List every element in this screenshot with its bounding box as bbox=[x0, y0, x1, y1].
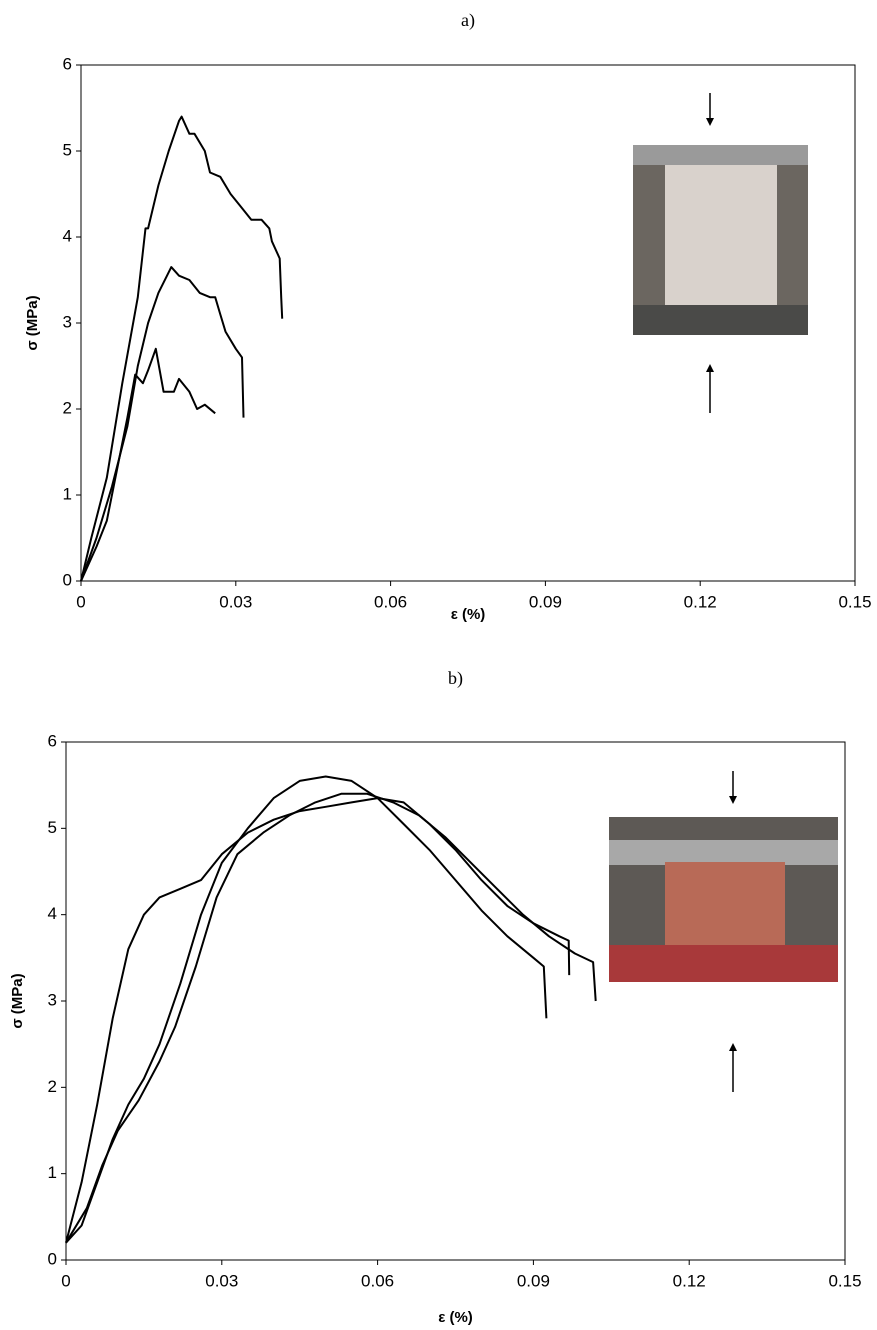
y-axis-label: σ (MPa) bbox=[24, 295, 41, 350]
data-line bbox=[65, 792, 597, 1244]
y-axis-label: σ (MPa) bbox=[9, 973, 26, 1028]
x-tick-label: 0.12 bbox=[673, 1271, 706, 1290]
chart-title: b) bbox=[448, 668, 463, 689]
y-tick-label: 1 bbox=[48, 1163, 57, 1182]
x-tick-label: 0.06 bbox=[374, 592, 407, 611]
x-tick-label: 0.03 bbox=[219, 592, 252, 611]
x-axis-label: ε (%) bbox=[451, 606, 486, 623]
x-tick-label: 0.03 bbox=[205, 1271, 238, 1290]
y-tick-label: 5 bbox=[63, 140, 72, 159]
y-tick-label: 0 bbox=[48, 1249, 57, 1268]
photo-b bbox=[609, 771, 838, 1092]
data-line bbox=[65, 797, 571, 1243]
photo-a bbox=[633, 93, 808, 413]
x-tick-label: 0.09 bbox=[517, 1271, 550, 1290]
x-tick-label: 0.15 bbox=[838, 592, 871, 611]
y-tick-label: 6 bbox=[63, 54, 72, 73]
y-tick-label: 1 bbox=[63, 484, 72, 503]
x-tick-label: 0 bbox=[76, 592, 85, 611]
data-line bbox=[80, 115, 284, 582]
x-tick-label: 0.15 bbox=[828, 1271, 861, 1290]
x-tick-label: 0.12 bbox=[684, 592, 717, 611]
data-line bbox=[80, 266, 245, 582]
x-axis-label: ε (%) bbox=[438, 1309, 473, 1326]
y-tick-label: 4 bbox=[48, 904, 57, 923]
x-tick-label: 0 bbox=[61, 1271, 70, 1290]
y-tick-label: 3 bbox=[63, 312, 72, 331]
y-tick-label: 5 bbox=[48, 818, 57, 837]
y-tick-label: 6 bbox=[48, 731, 57, 750]
y-tick-label: 2 bbox=[63, 398, 72, 417]
y-tick-label: 0 bbox=[63, 570, 72, 589]
y-tick-label: 3 bbox=[48, 990, 57, 1009]
chart-title: a) bbox=[461, 10, 475, 31]
data-line bbox=[65, 775, 548, 1244]
y-tick-label: 2 bbox=[48, 1077, 57, 1096]
y-tick-label: 4 bbox=[63, 226, 72, 245]
x-tick-label: 0.09 bbox=[529, 592, 562, 611]
x-tick-label: 0.06 bbox=[361, 1271, 394, 1290]
data-line bbox=[80, 347, 216, 582]
